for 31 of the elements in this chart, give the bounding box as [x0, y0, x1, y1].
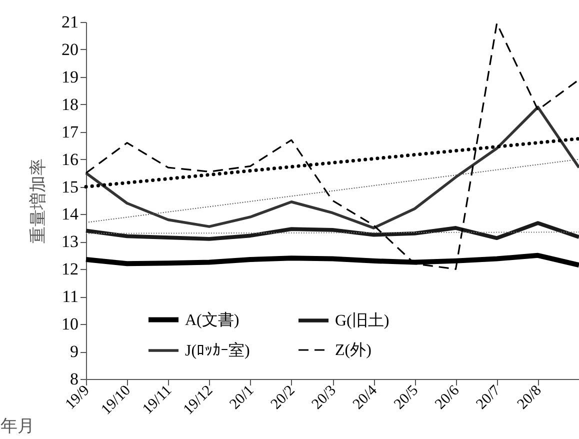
- x-tick-label: 20/3: [309, 382, 340, 413]
- legend-label: Z(外): [335, 342, 372, 359]
- line-series: [85, 22, 579, 270]
- x-tick-label: 20/1: [227, 382, 258, 413]
- x-axis-title: 年月: [0, 416, 34, 436]
- legend-label: J(ﾛｯｶｰ室): [185, 342, 250, 360]
- x-tick-label: 20/4: [350, 382, 381, 413]
- x-tick-label: 20/5: [391, 382, 422, 413]
- y-tick-label: 13: [62, 232, 78, 252]
- y-tick-label: 17: [62, 122, 79, 142]
- y-tick-label: 20: [62, 40, 78, 59]
- y-tick-label: 15: [62, 177, 78, 196]
- legend-label: G(旧土): [335, 312, 390, 330]
- y-tick-label: 10: [62, 314, 78, 334]
- y-tick-label: 14: [62, 204, 79, 224]
- y-tick-label: 21: [62, 12, 78, 32]
- y-tick-label: 11: [62, 287, 78, 306]
- x-tick-label: 20/7: [474, 382, 504, 413]
- line-series: [84, 221, 579, 241]
- y-axis-title: 重量増加率: [28, 158, 48, 244]
- y-tick-label: 8: [70, 370, 78, 388]
- x-tick-label: 20/6: [432, 382, 463, 413]
- legend-label: A(文書): [185, 310, 240, 329]
- y-tick-label: 12: [62, 260, 78, 279]
- x-tick-label: 20/2: [268, 382, 298, 413]
- y-tick-label: 16: [62, 150, 78, 169]
- y-tick-label: 9: [70, 342, 78, 362]
- line-series: [84, 106, 579, 230]
- x-tick-label: 20/8: [514, 382, 545, 413]
- y-tick-label: 18: [62, 94, 78, 114]
- y-tick-label: 19: [62, 67, 78, 86]
